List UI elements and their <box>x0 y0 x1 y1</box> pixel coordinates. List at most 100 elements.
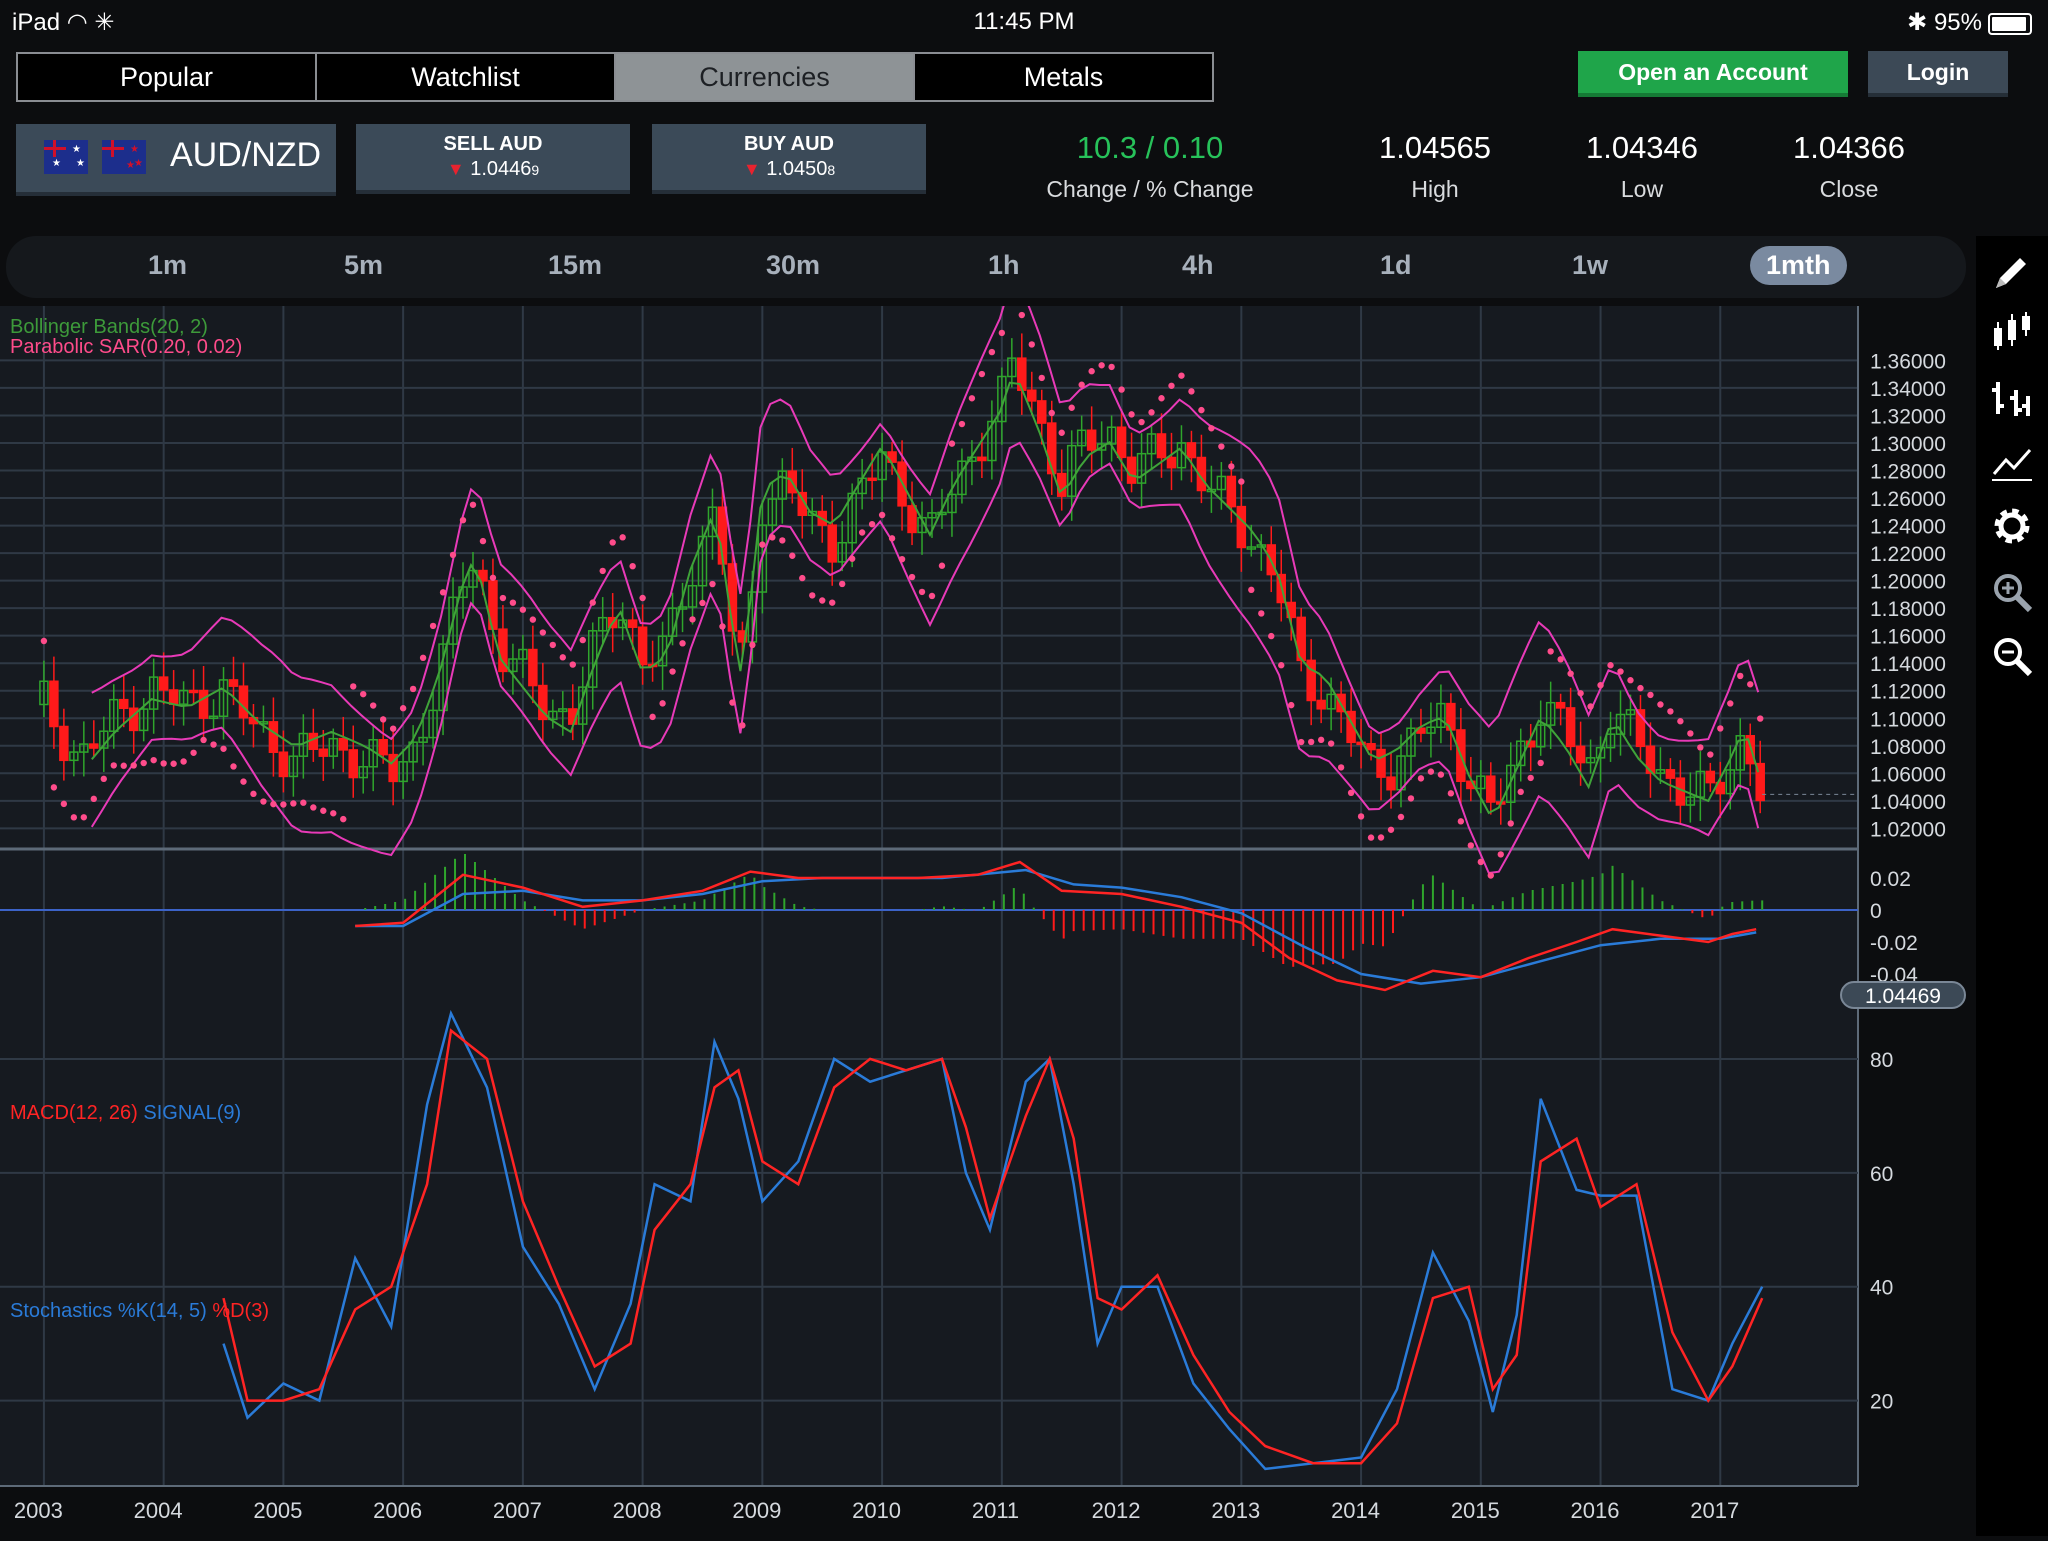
timeframe-1w[interactable]: 1w <box>1572 250 1609 280</box>
sar-dot <box>399 705 407 712</box>
x-tick-label: 2013 <box>1211 1498 1260 1523</box>
x-tick-label: 2005 <box>253 1498 302 1523</box>
price-chart-svg[interactable]: 1.36000 1.34000 1.32000 1.30000 1.28000 1.260… <box>0 283 1976 1536</box>
candle-body <box>398 761 408 783</box>
sar-dot <box>220 745 227 752</box>
sar-dot <box>1537 759 1544 767</box>
timeframe-1m[interactable]: 1m <box>148 250 188 280</box>
y-tick-label: 1.32000 <box>1870 405 1946 428</box>
tab-popular[interactable]: Popular <box>18 54 317 100</box>
candle-body <box>1136 452 1147 484</box>
sar-dot <box>1357 813 1365 820</box>
sar-dot <box>1337 764 1345 771</box>
sar-dot <box>1547 648 1554 655</box>
candle-body <box>518 648 528 660</box>
pencil-icon[interactable] <box>1990 250 2034 294</box>
sar-dot <box>1038 374 1045 382</box>
sar-dot <box>1268 632 1275 640</box>
sar-dot <box>958 420 966 428</box>
sar-dot <box>1148 409 1155 416</box>
sar-dot <box>1757 715 1764 722</box>
sar-dot <box>1477 858 1485 866</box>
sar-dot <box>1098 362 1105 369</box>
candle-body <box>637 626 648 666</box>
battery-fill <box>1992 16 2027 31</box>
candle-body <box>1725 769 1736 795</box>
sar-dot <box>998 329 1006 337</box>
zoom-out-icon[interactable] <box>1990 634 2034 678</box>
candle-body <box>1575 745 1586 764</box>
candle-body <box>937 511 947 516</box>
tab-currencies[interactable]: Currencies <box>616 54 915 100</box>
candle-body <box>627 619 638 628</box>
sar-dot <box>260 798 267 805</box>
tab-metals[interactable]: Metals <box>915 54 1212 100</box>
stoch-k-line <box>222 1009 1764 1471</box>
login-button[interactable]: Login <box>1868 51 2008 97</box>
sar-dot <box>1018 311 1026 319</box>
candle-body <box>148 676 159 710</box>
chart-area[interactable]: 1.36000 1.34000 1.32000 1.30000 1.28000 1.260… <box>0 283 1976 1536</box>
x-tick-label: 2006 <box>373 1498 422 1523</box>
sar-dot <box>619 534 626 541</box>
candle-body <box>1486 775 1496 803</box>
timeframe-4h[interactable]: 4h <box>1182 250 1214 280</box>
sar-dot <box>479 537 487 545</box>
sar-dot <box>1208 425 1215 432</box>
y-tick-label: 1.22000 <box>1870 543 1946 566</box>
timeframe-30m[interactable]: 30m <box>766 250 821 280</box>
line-chart-icon[interactable] <box>1990 440 2034 484</box>
high-label: High <box>1411 176 1459 202</box>
sar-dot <box>439 589 447 596</box>
candle-body <box>707 506 718 538</box>
candle-body <box>1645 745 1656 774</box>
sar-dot <box>469 501 477 508</box>
candle-body <box>977 456 987 462</box>
sar-dot <box>689 616 696 623</box>
candle-body <box>1356 741 1366 746</box>
candle-body <box>1615 713 1626 735</box>
candle-body <box>1436 702 1446 729</box>
instrument-selector[interactable]: ★ ★ ★ ★ ★ ★ AUD/NZD <box>16 124 336 196</box>
timeframe-1mth[interactable]: 1mth <box>1750 246 1847 285</box>
y-tick-label: 1.10000 <box>1870 708 1946 731</box>
candle-body <box>987 420 997 462</box>
y-tick-label: 1.36000 <box>1870 350 1946 373</box>
sar-dot <box>40 637 48 645</box>
x-tick-label: 2008 <box>613 1498 662 1523</box>
sar-dot <box>1198 406 1205 414</box>
sar-dot <box>629 562 636 570</box>
gear-icon[interactable] <box>1990 504 2034 548</box>
timeframe-1d[interactable]: 1d <box>1380 250 1412 280</box>
timeframe-1h[interactable]: 1h <box>988 250 1020 280</box>
zoom-in-icon[interactable] <box>1990 570 2034 614</box>
x-tick-label: 2017 <box>1690 1498 1739 1523</box>
candle-body <box>1056 472 1067 497</box>
sar-dot <box>240 778 247 785</box>
bollinger-legend: Bollinger Bands(20, 2) <box>10 316 208 338</box>
candle-body <box>927 512 937 519</box>
candle-body <box>468 569 478 588</box>
timeframe-15m[interactable]: 15m <box>548 250 603 280</box>
candle-body <box>408 741 418 763</box>
bar-chart-icon[interactable] <box>1990 376 2034 420</box>
tab-watchlist[interactable]: Watchlist <box>317 54 616 100</box>
timeframe-5m[interactable]: 5m <box>344 250 384 280</box>
candle-body <box>1705 770 1716 784</box>
candlestick-icon[interactable] <box>1990 310 2034 354</box>
candle-body <box>1565 707 1576 748</box>
candle-body <box>1376 748 1386 778</box>
open-account-button[interactable]: Open an Account <box>1578 51 1848 97</box>
sar-dot <box>1497 851 1504 858</box>
chart-tools-sidebar <box>1976 236 2048 1536</box>
buy-button[interactable]: BUY AUD ▼ 1.04508 <box>652 124 926 194</box>
sar-dot <box>888 535 896 542</box>
sar-dot <box>1327 740 1335 747</box>
signal-line <box>355 868 1757 985</box>
sell-button[interactable]: SELL AUD ▼ 1.04469 <box>356 124 630 194</box>
candle-body <box>677 606 688 610</box>
sar-dot <box>868 520 876 528</box>
sar-dot <box>310 804 317 811</box>
candle-body <box>1306 659 1316 702</box>
sar-dot <box>1427 768 1435 775</box>
